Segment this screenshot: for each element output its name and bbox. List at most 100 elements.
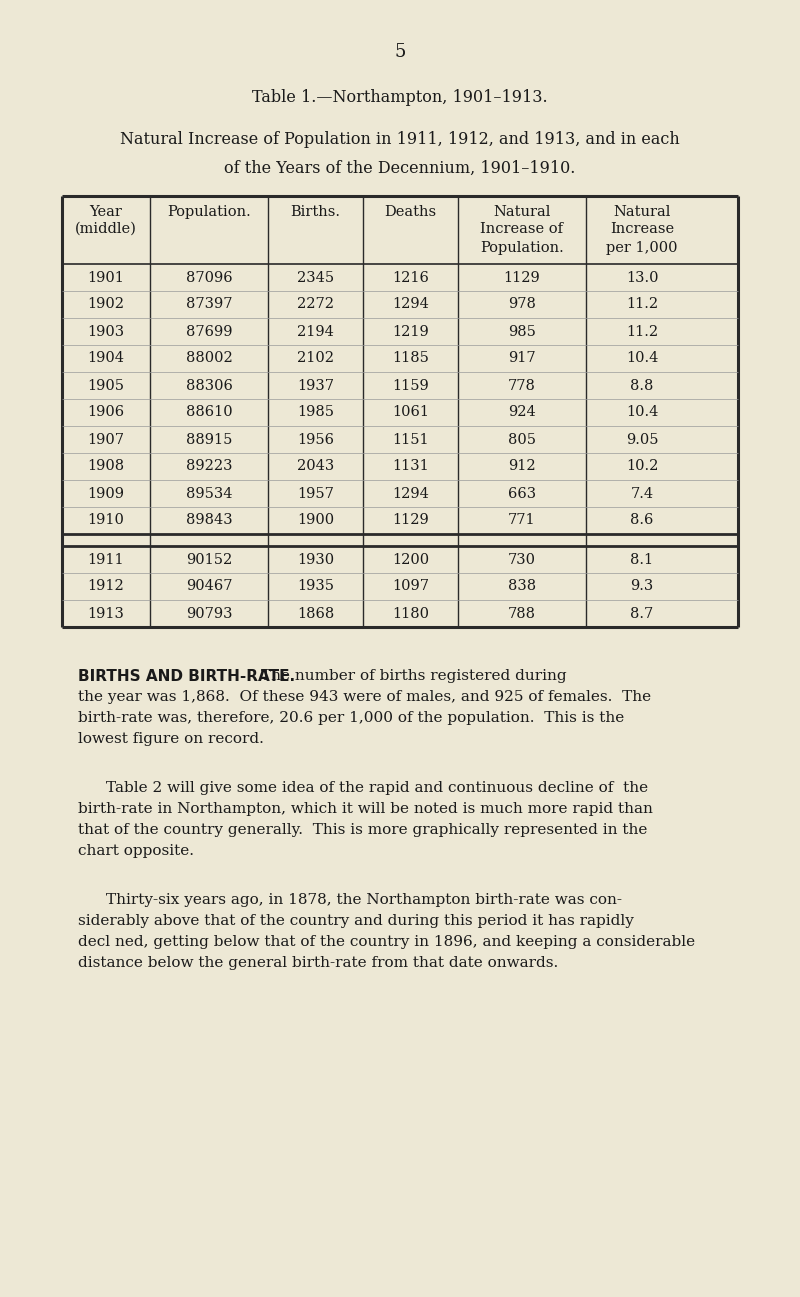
Text: 89223: 89223 bbox=[186, 459, 232, 473]
Text: 1219: 1219 bbox=[392, 324, 429, 339]
Text: BIRTHS AND BIRTH-RATE.: BIRTHS AND BIRTH-RATE. bbox=[78, 669, 295, 684]
Text: Births.: Births. bbox=[290, 205, 341, 219]
Text: 663: 663 bbox=[508, 486, 536, 501]
Text: birth-rate was, therefore, 20.6 per 1,000 of the population.  This is the: birth-rate was, therefore, 20.6 per 1,00… bbox=[78, 711, 624, 725]
Text: 10.2: 10.2 bbox=[626, 459, 658, 473]
Text: 1216: 1216 bbox=[392, 271, 429, 284]
Text: 924: 924 bbox=[508, 406, 536, 419]
Text: 1061: 1061 bbox=[392, 406, 429, 419]
Text: 1911: 1911 bbox=[88, 553, 124, 567]
Text: per 1,000: per 1,000 bbox=[606, 241, 678, 256]
Text: 2102: 2102 bbox=[297, 351, 334, 366]
Text: 912: 912 bbox=[508, 459, 536, 473]
Text: 1956: 1956 bbox=[297, 432, 334, 446]
Text: 88306: 88306 bbox=[186, 379, 233, 393]
Text: lowest figure on record.: lowest figure on record. bbox=[78, 732, 264, 746]
Text: 805: 805 bbox=[508, 432, 536, 446]
Text: that of the country generally.  This is more graphically represented in the: that of the country generally. This is m… bbox=[78, 824, 647, 837]
Text: of the Years of the Decennium, 1901–1910.: of the Years of the Decennium, 1901–1910… bbox=[224, 160, 576, 176]
Text: Increase: Increase bbox=[610, 222, 674, 236]
Text: 1868: 1868 bbox=[297, 607, 334, 620]
Text: 1185: 1185 bbox=[392, 351, 429, 366]
Text: distance below the general birth-rate from that date onwards.: distance below the general birth-rate fr… bbox=[78, 956, 558, 970]
Text: 1902: 1902 bbox=[87, 297, 125, 311]
Text: 10.4: 10.4 bbox=[626, 406, 658, 419]
Text: 2043: 2043 bbox=[297, 459, 334, 473]
Text: Deaths: Deaths bbox=[385, 205, 437, 219]
Text: siderably above that of the country and during this period it has rapidly: siderably above that of the country and … bbox=[78, 914, 634, 927]
Text: 2272: 2272 bbox=[297, 297, 334, 311]
Text: Thirty-six years ago, in 1878, the Northampton birth-rate was con-: Thirty-six years ago, in 1878, the North… bbox=[106, 894, 622, 907]
Text: 1200: 1200 bbox=[392, 553, 429, 567]
Text: (middle): (middle) bbox=[75, 222, 137, 236]
Text: 89843: 89843 bbox=[186, 514, 232, 528]
Text: 771: 771 bbox=[508, 514, 536, 528]
Text: decl ned, getting below that of the country in 1896, and keeping a considerable: decl ned, getting below that of the coun… bbox=[78, 935, 695, 949]
Text: 1905: 1905 bbox=[87, 379, 125, 393]
Text: Increase of: Increase of bbox=[481, 222, 563, 236]
Text: 8.6: 8.6 bbox=[630, 514, 654, 528]
Text: Population.: Population. bbox=[167, 205, 251, 219]
Text: Population.: Population. bbox=[480, 241, 564, 256]
Text: 87699: 87699 bbox=[186, 324, 232, 339]
Text: 917: 917 bbox=[508, 351, 536, 366]
Text: 1131: 1131 bbox=[392, 459, 429, 473]
Text: 13.0: 13.0 bbox=[626, 271, 658, 284]
Text: 1159: 1159 bbox=[392, 379, 429, 393]
Text: 1957: 1957 bbox=[297, 486, 334, 501]
Text: the year was 1,868.  Of these 943 were of males, and 925 of females.  The: the year was 1,868. Of these 943 were of… bbox=[78, 690, 651, 704]
Text: 1908: 1908 bbox=[87, 459, 125, 473]
Text: 1903: 1903 bbox=[87, 324, 125, 339]
Text: 1151: 1151 bbox=[392, 432, 429, 446]
Text: 90152: 90152 bbox=[186, 553, 232, 567]
Text: 1935: 1935 bbox=[297, 580, 334, 594]
Text: 1985: 1985 bbox=[297, 406, 334, 419]
Text: 978: 978 bbox=[508, 297, 536, 311]
Text: Natural: Natural bbox=[494, 205, 550, 219]
Text: Natural Increase of Population in 1911, 1912, and 1913, and in each: Natural Increase of Population in 1911, … bbox=[120, 131, 680, 148]
Text: 9.3: 9.3 bbox=[630, 580, 654, 594]
Text: 1901: 1901 bbox=[87, 271, 125, 284]
Text: 778: 778 bbox=[508, 379, 536, 393]
Text: 90467: 90467 bbox=[186, 580, 232, 594]
Text: 87397: 87397 bbox=[186, 297, 232, 311]
Text: 788: 788 bbox=[508, 607, 536, 620]
Text: 1294: 1294 bbox=[392, 297, 429, 311]
Text: 838: 838 bbox=[508, 580, 536, 594]
Text: Year: Year bbox=[90, 205, 122, 219]
Text: 8.8: 8.8 bbox=[630, 379, 654, 393]
Text: birth-rate in Northampton, which it will be noted is much more rapid than: birth-rate in Northampton, which it will… bbox=[78, 802, 653, 816]
Text: 9.05: 9.05 bbox=[626, 432, 658, 446]
Text: 87096: 87096 bbox=[186, 271, 232, 284]
Text: 985: 985 bbox=[508, 324, 536, 339]
Text: 90793: 90793 bbox=[186, 607, 232, 620]
Text: 5: 5 bbox=[394, 43, 406, 61]
Text: 7.4: 7.4 bbox=[630, 486, 654, 501]
Text: 88002: 88002 bbox=[186, 351, 232, 366]
Text: 1180: 1180 bbox=[392, 607, 429, 620]
Text: The number of births registered during: The number of births registered during bbox=[261, 669, 566, 684]
Text: 1097: 1097 bbox=[392, 580, 429, 594]
Text: chart opposite.: chart opposite. bbox=[78, 844, 194, 859]
Text: Natural: Natural bbox=[614, 205, 670, 219]
Text: 88610: 88610 bbox=[186, 406, 232, 419]
Text: 88915: 88915 bbox=[186, 432, 232, 446]
Text: 89534: 89534 bbox=[186, 486, 232, 501]
Text: 1910: 1910 bbox=[87, 514, 125, 528]
Text: 11.2: 11.2 bbox=[626, 297, 658, 311]
Text: 1129: 1129 bbox=[504, 271, 540, 284]
Text: 1294: 1294 bbox=[392, 486, 429, 501]
Text: Table 2 will give some idea of the rapid and continuous decline of  the: Table 2 will give some idea of the rapid… bbox=[106, 781, 648, 795]
Text: 8.7: 8.7 bbox=[630, 607, 654, 620]
Text: 1904: 1904 bbox=[87, 351, 125, 366]
Text: 2194: 2194 bbox=[297, 324, 334, 339]
Text: 11.2: 11.2 bbox=[626, 324, 658, 339]
Text: 1900: 1900 bbox=[297, 514, 334, 528]
Text: 2345: 2345 bbox=[297, 271, 334, 284]
Text: 1930: 1930 bbox=[297, 553, 334, 567]
Text: Table 1.—Northampton, 1901–1913.: Table 1.—Northampton, 1901–1913. bbox=[252, 89, 548, 106]
Text: 1937: 1937 bbox=[297, 379, 334, 393]
Text: 1907: 1907 bbox=[87, 432, 125, 446]
Text: 1129: 1129 bbox=[392, 514, 429, 528]
Text: 1906: 1906 bbox=[87, 406, 125, 419]
